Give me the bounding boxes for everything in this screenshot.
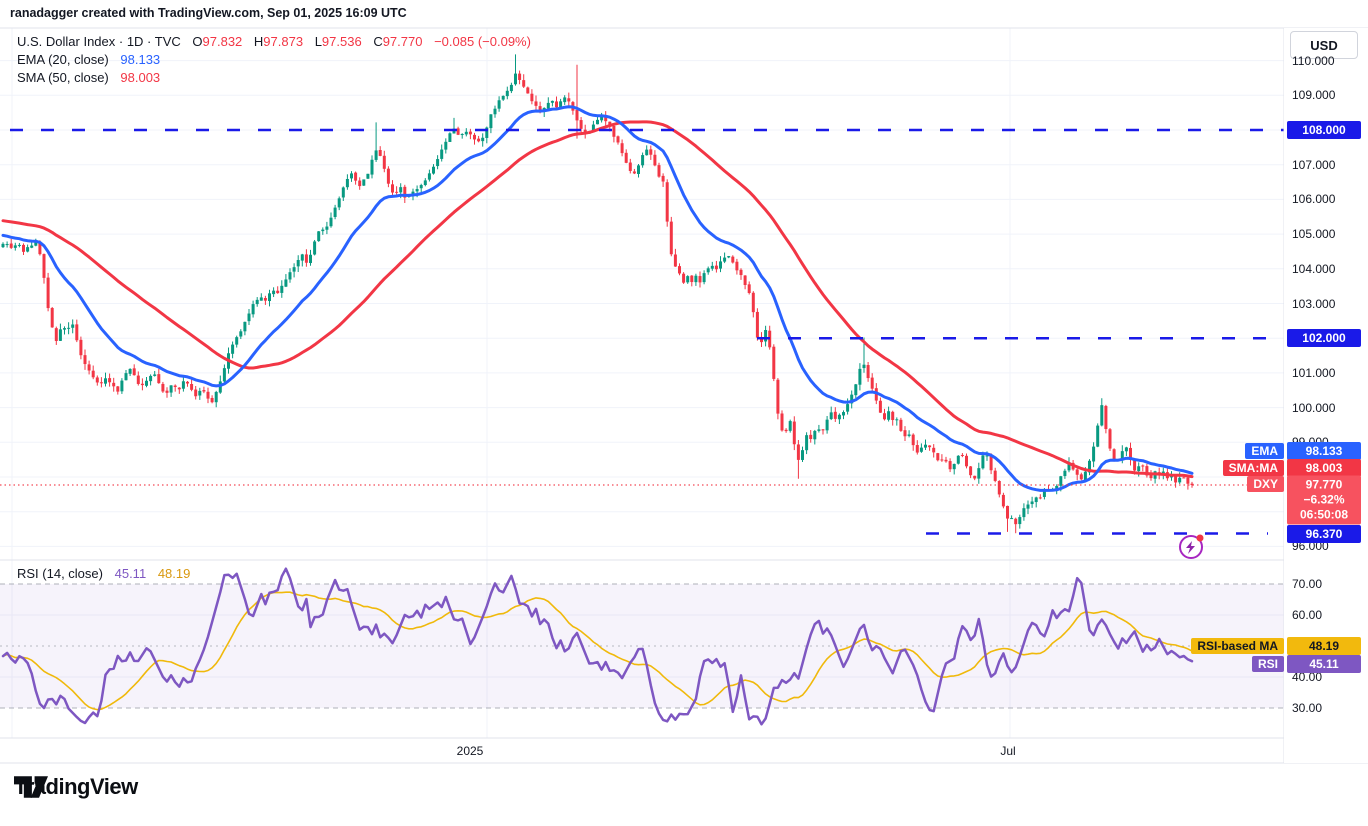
price-tick-96.000: 96.000	[1292, 539, 1329, 554]
price-tick-100.000: 100.000	[1292, 400, 1336, 415]
rsi-tick-60.00: 60.00	[1292, 608, 1323, 622]
rsi-tick-30.00: 30.00	[1292, 701, 1323, 715]
price-badge-96-370: 96.370	[1287, 524, 1361, 543]
tag-dxy: DXY	[1247, 476, 1284, 492]
currency-button[interactable]: USD	[1290, 31, 1358, 59]
rsi-badge-rsi-based-ma: 48.19	[1287, 637, 1361, 655]
tag-rsi: RSI	[1251, 655, 1284, 672]
price-tick-110.000: 110.000	[1292, 53, 1335, 68]
price-tick-101.000: 101.000	[1292, 365, 1336, 380]
rsi-tick-70.00: 70.00	[1292, 577, 1323, 591]
rsi-badge-rsi: 45.11	[1287, 654, 1361, 673]
rsi-tick-40.00: 40.00	[1292, 670, 1323, 684]
price-badge-108-000: 108.000	[1287, 121, 1361, 139]
time-label-jul: Jul	[1000, 744, 1016, 758]
flash-icon[interactable]	[1179, 534, 1204, 559]
tag-rsi-based-ma: RSI-based MA	[1191, 638, 1284, 654]
price-tick-104.000: 104.000	[1292, 261, 1336, 276]
tradingview-logo[interactable]: TradingView	[14, 774, 138, 800]
price-tick-107.000: 107.000	[1292, 157, 1336, 172]
price-badge-dxy: 97.770 −6.32% 06:50:08	[1287, 475, 1361, 525]
watermark: ranadagger created with TradingView.com,…	[10, 6, 407, 20]
price-tick-106.000: 106.000	[1292, 192, 1336, 207]
price-tick-105.000: 105.000	[1292, 227, 1336, 242]
price-tick-103.000: 103.000	[1292, 296, 1336, 311]
price-scale[interactable]: USD 110.000 109.000 107.000 106.000 105.000 1…	[1284, 28, 1368, 763]
tag-ema: EMA	[1245, 443, 1284, 459]
price-badge-sma-ma: 98.003	[1287, 458, 1361, 477]
price-badge-ema: 98.133	[1287, 442, 1361, 460]
price-badge-102-000: 102.000	[1287, 329, 1361, 347]
time-label-2025: 2025	[456, 744, 484, 758]
price-tick-109.000: 109.000	[1292, 88, 1336, 103]
tradingview-logo-mark	[14, 776, 48, 798]
tag-sma-ma: SMA:MA	[1222, 459, 1284, 476]
